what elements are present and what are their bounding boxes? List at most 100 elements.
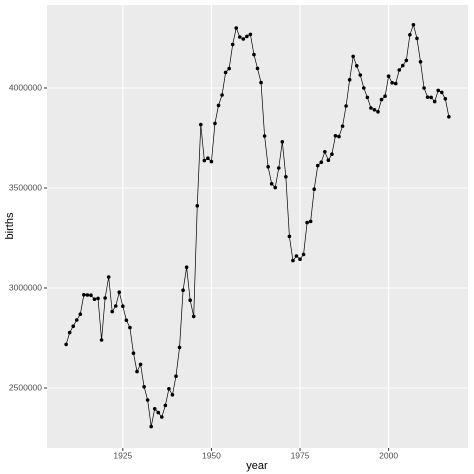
point [305,220,309,225]
point [269,182,274,186]
x-tick-label: 1925 [113,450,132,460]
y-axis-title: births [4,212,16,239]
x-tick-label: 2000 [379,450,398,460]
point [223,70,228,75]
point [206,156,210,160]
point [432,99,437,104]
point [245,34,249,39]
point [400,63,405,68]
point [255,66,260,71]
point [103,296,107,300]
point [248,32,253,37]
point [142,385,146,389]
point [135,369,139,374]
point [220,93,224,97]
point [422,86,426,90]
y-tick-label: 3000000 [9,282,42,292]
point [234,26,239,30]
point [418,60,423,64]
point [149,424,153,429]
point [358,73,363,77]
point [301,252,306,257]
point [365,95,370,100]
point [319,160,324,164]
point [128,325,132,330]
point [71,324,76,329]
point [64,342,68,347]
point [78,312,83,317]
point [312,187,317,191]
point [351,54,355,59]
point [85,293,90,297]
point [216,103,221,108]
point [376,110,380,114]
point [121,304,125,309]
point [145,398,150,402]
point [404,58,409,63]
point [362,86,366,90]
point [379,97,384,102]
point [96,296,100,301]
point [330,152,334,156]
point [415,36,419,41]
point [74,318,79,322]
point [323,150,327,154]
point [160,415,164,419]
point [241,37,246,41]
point [298,257,302,262]
point [439,90,444,95]
point [308,219,313,224]
point [340,124,345,128]
point [425,95,430,99]
point [198,122,203,127]
point [262,134,267,138]
point [67,330,72,335]
y-tick-label: 2500000 [9,382,42,392]
point [284,175,288,179]
point [333,134,338,138]
point [383,94,387,98]
point [237,35,242,39]
point [326,158,331,162]
point [287,234,292,239]
point [369,106,373,110]
point [138,362,143,367]
point [347,78,352,82]
point [209,159,214,164]
point [92,297,97,302]
point [230,42,235,47]
point [156,410,161,415]
point [181,288,185,293]
y-tick-label: 4000000 [9,82,42,92]
point [152,407,157,411]
point [174,374,178,379]
point [447,115,451,119]
point [276,166,281,170]
y-tick-label: 3500000 [9,182,42,192]
panel [47,5,468,448]
x-tick-label: 1975 [291,450,310,460]
point [191,314,196,319]
point [337,134,341,139]
point [259,80,263,85]
point [82,293,86,297]
point [106,275,111,279]
x-axis-title: year [246,460,268,472]
point [124,318,129,323]
point [408,33,412,37]
point [386,74,391,78]
point [397,68,402,72]
point [273,185,278,190]
point [291,258,295,263]
point [344,104,348,108]
point [188,298,192,303]
point [393,81,398,86]
point [184,265,189,270]
point [390,81,394,85]
point [294,254,299,258]
point [131,351,136,356]
point [110,309,115,314]
point [177,345,182,350]
point [163,403,168,408]
point [411,23,416,27]
